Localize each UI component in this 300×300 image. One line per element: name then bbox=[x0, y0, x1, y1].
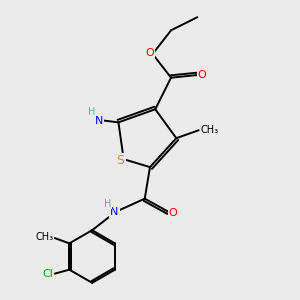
Text: H: H bbox=[88, 107, 96, 117]
Text: CH₃: CH₃ bbox=[201, 125, 219, 135]
Text: N: N bbox=[110, 207, 119, 217]
Text: Cl: Cl bbox=[42, 268, 53, 279]
Text: N: N bbox=[94, 116, 103, 126]
Text: O: O bbox=[169, 208, 178, 218]
Text: H: H bbox=[104, 199, 112, 209]
Text: CH₃: CH₃ bbox=[35, 232, 54, 242]
Text: O: O bbox=[145, 48, 154, 58]
Text: S: S bbox=[116, 154, 124, 167]
Text: O: O bbox=[198, 70, 206, 80]
